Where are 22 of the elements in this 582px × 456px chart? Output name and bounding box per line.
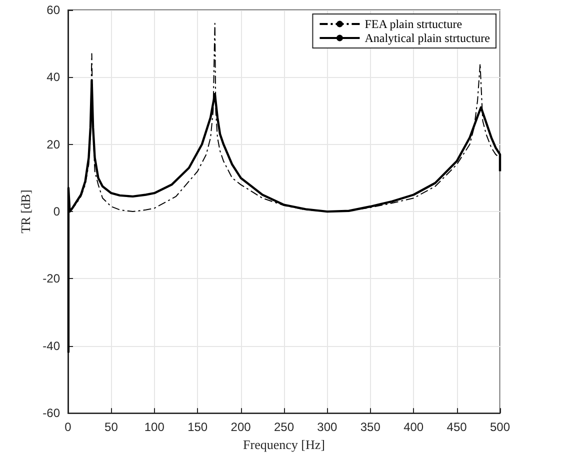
legend-label: Analytical plain strtucture [364,31,490,45]
x-tick-label: 350 [360,420,381,434]
y-tick-label: 40 [46,70,60,84]
x-tick-label: 150 [188,420,208,434]
x-tick-label: 400 [404,420,424,434]
x-tick-label: 100 [144,420,165,434]
y-tick-label: 0 [53,204,60,219]
legend-label: FEA plain strtucture [364,17,462,31]
x-tick-label: 200 [230,420,252,434]
x-tick-label: 300 [317,420,338,434]
y-tick-label: -60 [42,406,60,420]
x-tick-label: 500 [490,420,510,434]
y-tick-label: -40 [42,338,60,353]
x-tick-label: 450 [446,420,468,434]
x-tick-label: 50 [104,420,118,434]
x-tick-label: 250 [274,420,294,434]
x-axis-title: Frequency [Hz] [243,437,325,452]
y-tick-label: 20 [46,137,60,152]
x-tick-label: 0 [64,420,72,434]
y-axis-title: TR [dB] [18,190,33,234]
y-tick-label: 60 [46,3,60,17]
y-tick-label: -20 [42,272,60,286]
